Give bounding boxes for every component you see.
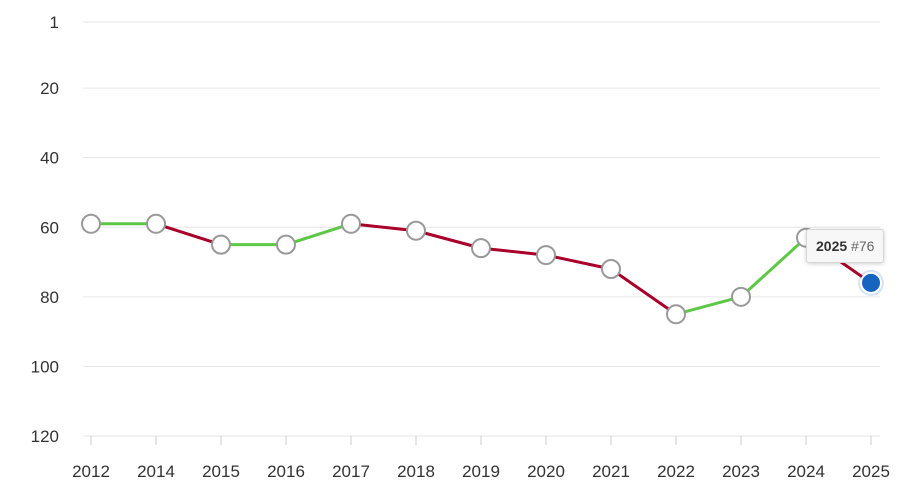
data-point — [406, 220, 426, 241]
line-segment — [284, 222, 353, 247]
data-point — [471, 238, 491, 259]
x-tick-label: 2024 — [787, 462, 825, 481]
data-point — [536, 245, 556, 266]
data-tooltip: 2025 #76 — [806, 229, 885, 263]
x-tick-label: 2023 — [722, 462, 760, 481]
x-tick-label: 2019 — [462, 462, 500, 481]
data-point — [601, 259, 621, 280]
data-point — [341, 213, 361, 234]
line-segment — [609, 267, 678, 316]
data-point — [731, 286, 751, 307]
line-segment — [739, 236, 808, 299]
x-tick-label: 2022 — [657, 462, 695, 481]
tooltip-rank: #76 — [851, 238, 875, 254]
y-tick-label: 120 — [31, 427, 59, 446]
y-tick-label: 20 — [40, 79, 59, 98]
x-tick-label: 2025 — [852, 462, 890, 481]
x-tick-label: 2017 — [332, 462, 370, 481]
data-point-highlighted — [860, 271, 882, 294]
line-segment — [544, 253, 613, 271]
x-tick-label: 2021 — [592, 462, 630, 481]
y-tick-label: 1 — [50, 13, 59, 32]
line-segment — [414, 229, 483, 250]
data-point — [81, 213, 101, 234]
line-segment — [674, 295, 743, 316]
line-segment — [349, 222, 418, 233]
line-segment — [154, 222, 223, 247]
y-tick-label: 40 — [40, 149, 59, 168]
x-tick-label: 2018 — [397, 462, 435, 481]
x-tick-label: 2015 — [202, 462, 240, 481]
y-tick-label: 60 — [40, 218, 59, 237]
x-tick-label: 2016 — [267, 462, 305, 481]
tooltip-year: 2025 — [816, 238, 848, 254]
data-point — [146, 213, 166, 234]
data-point — [211, 234, 231, 255]
x-tick-label: 2014 — [137, 462, 175, 481]
x-tick-label: 2012 — [72, 462, 110, 481]
line-segment — [479, 246, 548, 257]
y-tick-label: 80 — [40, 288, 59, 307]
data-point — [666, 304, 686, 325]
y-tick-label: 100 — [31, 357, 59, 376]
data-point — [276, 234, 296, 255]
x-tick-label: 2020 — [527, 462, 565, 481]
